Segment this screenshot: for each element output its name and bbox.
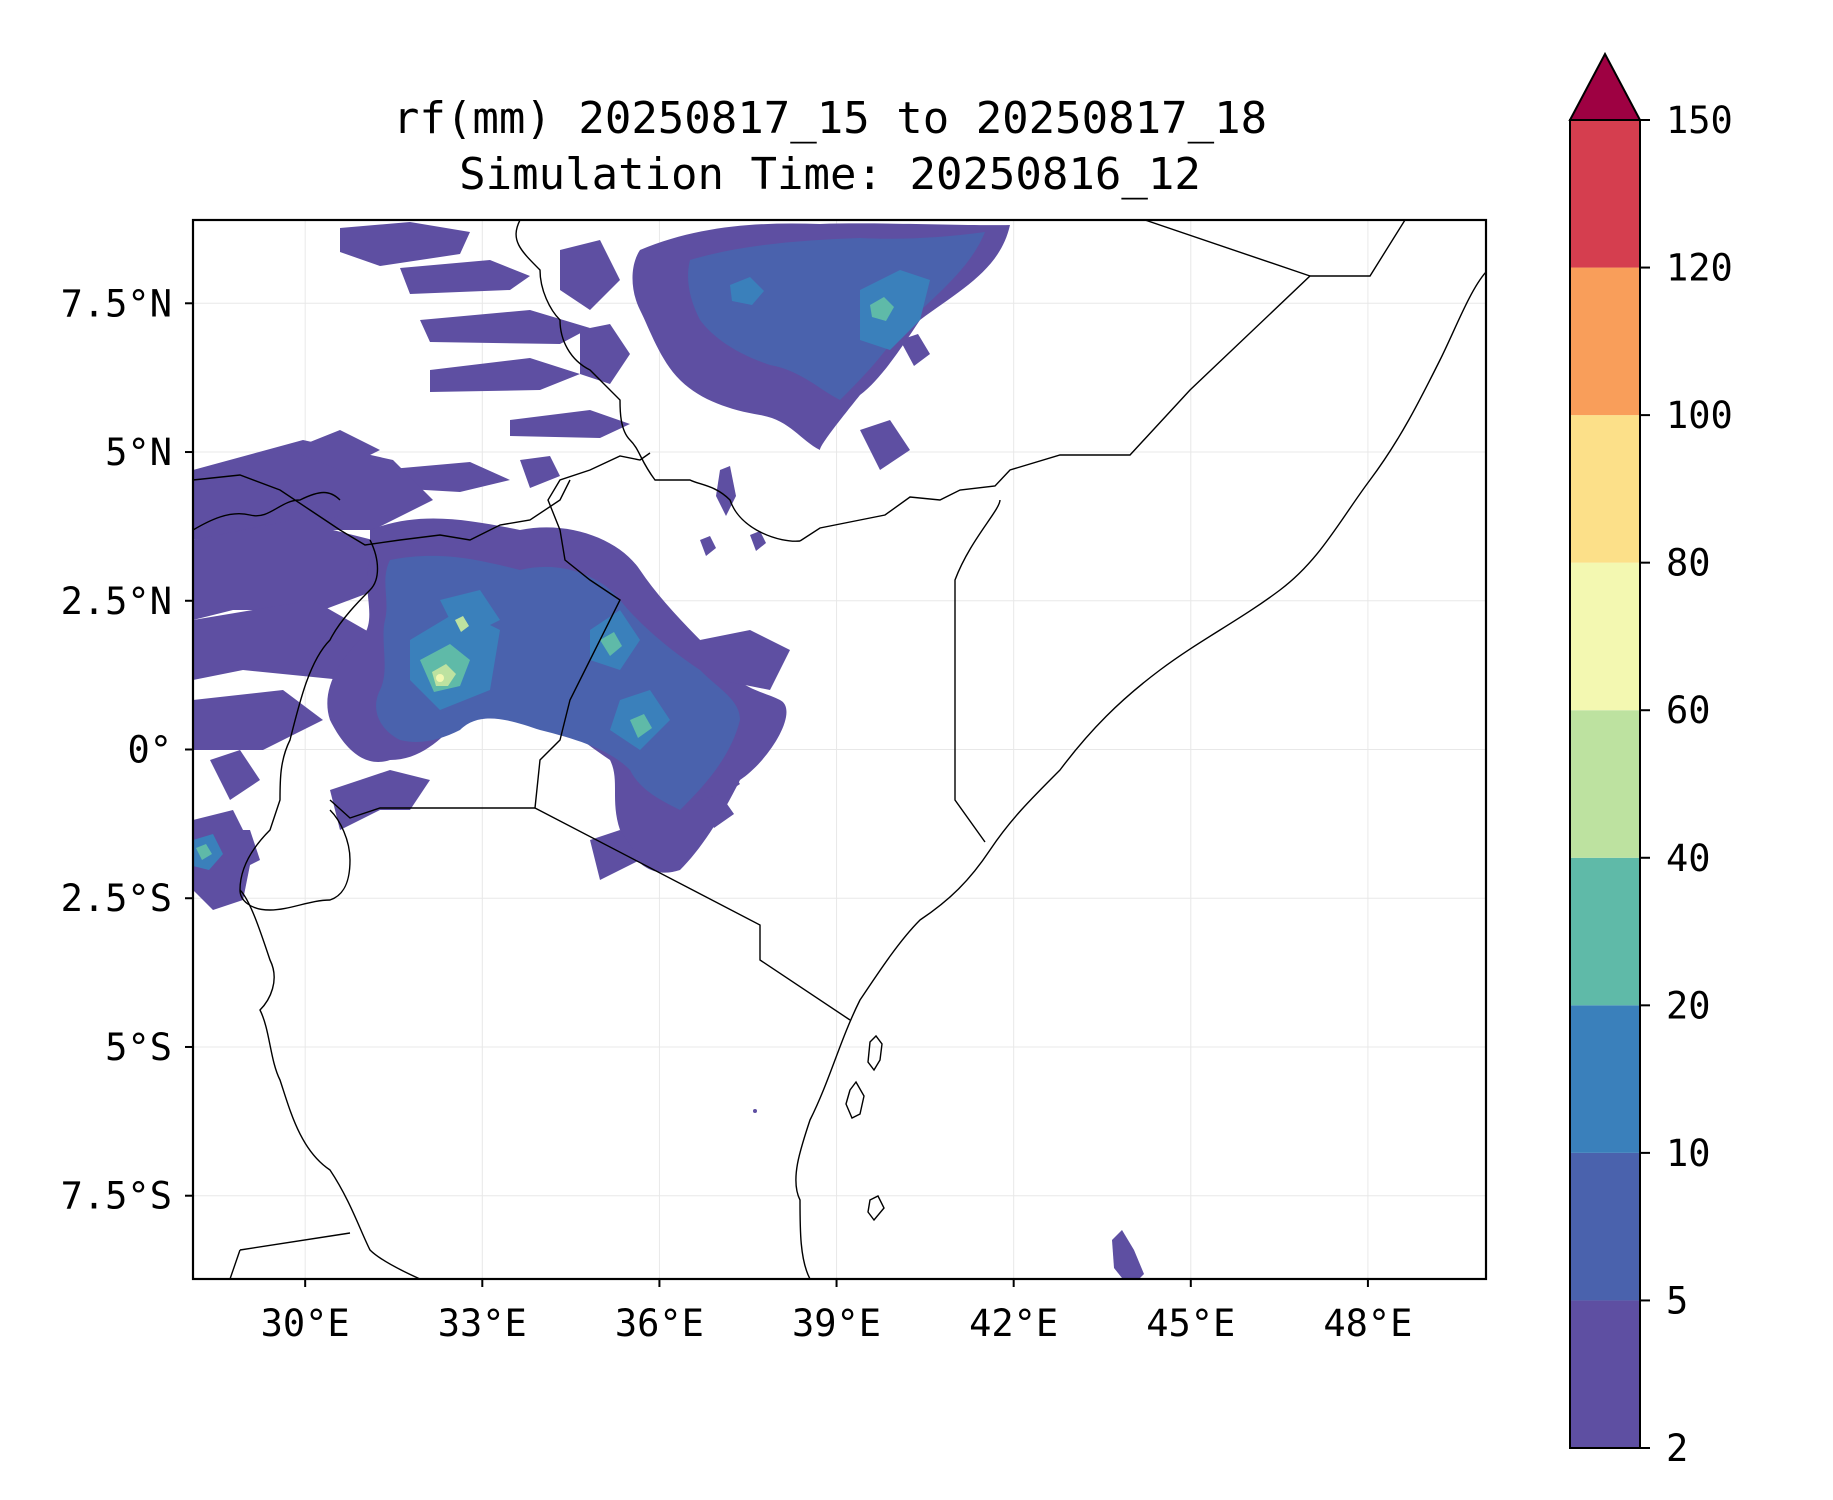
rain-region-burundi [193,810,253,910]
y-tick-label: 5°N [105,431,172,474]
colorbar-tick-label: 40 [1666,837,1711,880]
x-tick-label: 30°E [261,1302,350,1345]
colorbar-segment [1570,857,1640,1006]
colorbar-tick-label: 60 [1666,689,1711,732]
rain-region-indian-ocean [1112,1230,1144,1279]
y-tick-label: 7.5°S [61,1175,172,1218]
y-axis: 7.5°N 5°N 2.5°N 0° 2.5°S 5°S 7.5°S [61,282,193,1218]
x-axis: 30°E 33°E 36°E 39°E 42°E 45°E 48°E [261,1279,1412,1345]
y-tick-label: 5°S [105,1026,172,1069]
rain-speck [753,1109,757,1113]
colorbar-tick-label: 5 [1666,1279,1688,1322]
x-tick-label: 33°E [438,1302,527,1345]
colorbar-extend-arrow [1568,51,1642,121]
colorbar-tick-label: 100 [1666,394,1733,437]
colorbar-tick-label: 2 [1666,1427,1688,1470]
colorbar-segment [1570,1005,1640,1153]
colorbar-segment [1570,120,1640,268]
x-tick-label: 42°E [969,1302,1058,1345]
colorbar-tick-label: 80 [1666,542,1711,585]
colorbar-tick-label: 20 [1666,984,1711,1027]
y-tick-label: 2.5°S [61,877,172,920]
colorbar-frame [1569,119,1641,1449]
y-tick-label: 0° [127,729,172,772]
colorbar-tick-label: 150 [1666,99,1733,142]
x-tick-label: 48°E [1323,1302,1412,1345]
colorbar-segment [1570,267,1640,416]
colorbar-segment [1570,415,1640,563]
rain-region-drc-west [193,430,433,870]
colorbar-segment [1570,1152,1640,1301]
colorbar-ticks: 2 5 10 20 40 60 80 100 120 150 [1640,99,1733,1470]
rain-region-ethiopia-peak [730,270,930,350]
rain-region-east-africa-max [436,674,444,682]
islands [845,1034,885,1222]
figure-subtitle: Simulation Time: 20250816_12 [459,149,1201,200]
y-tick-label: 2.5°N [61,580,172,623]
colorbar-segment [1570,710,1640,858]
country-borders [193,220,1486,1279]
y-tick-label: 7.5°N [61,282,172,325]
colorbar-tick-label: 10 [1666,1132,1711,1175]
colorbar [1568,51,1642,1449]
colorbar-segment [1570,562,1640,711]
x-tick-label: 45°E [1146,1302,1235,1345]
rainfall-layer [193,222,1144,1279]
x-tick-label: 36°E [615,1302,704,1345]
rain-region-ethiopia-max [870,297,894,321]
x-tick-label: 39°E [792,1302,881,1345]
colorbar-tick-label: 120 [1666,247,1733,290]
rain-region-burundi-peak [196,844,212,860]
figure-title: rf(mm) 20250817_15 to 20250817_18 [392,93,1268,144]
colorbar-segment [1570,1300,1640,1448]
